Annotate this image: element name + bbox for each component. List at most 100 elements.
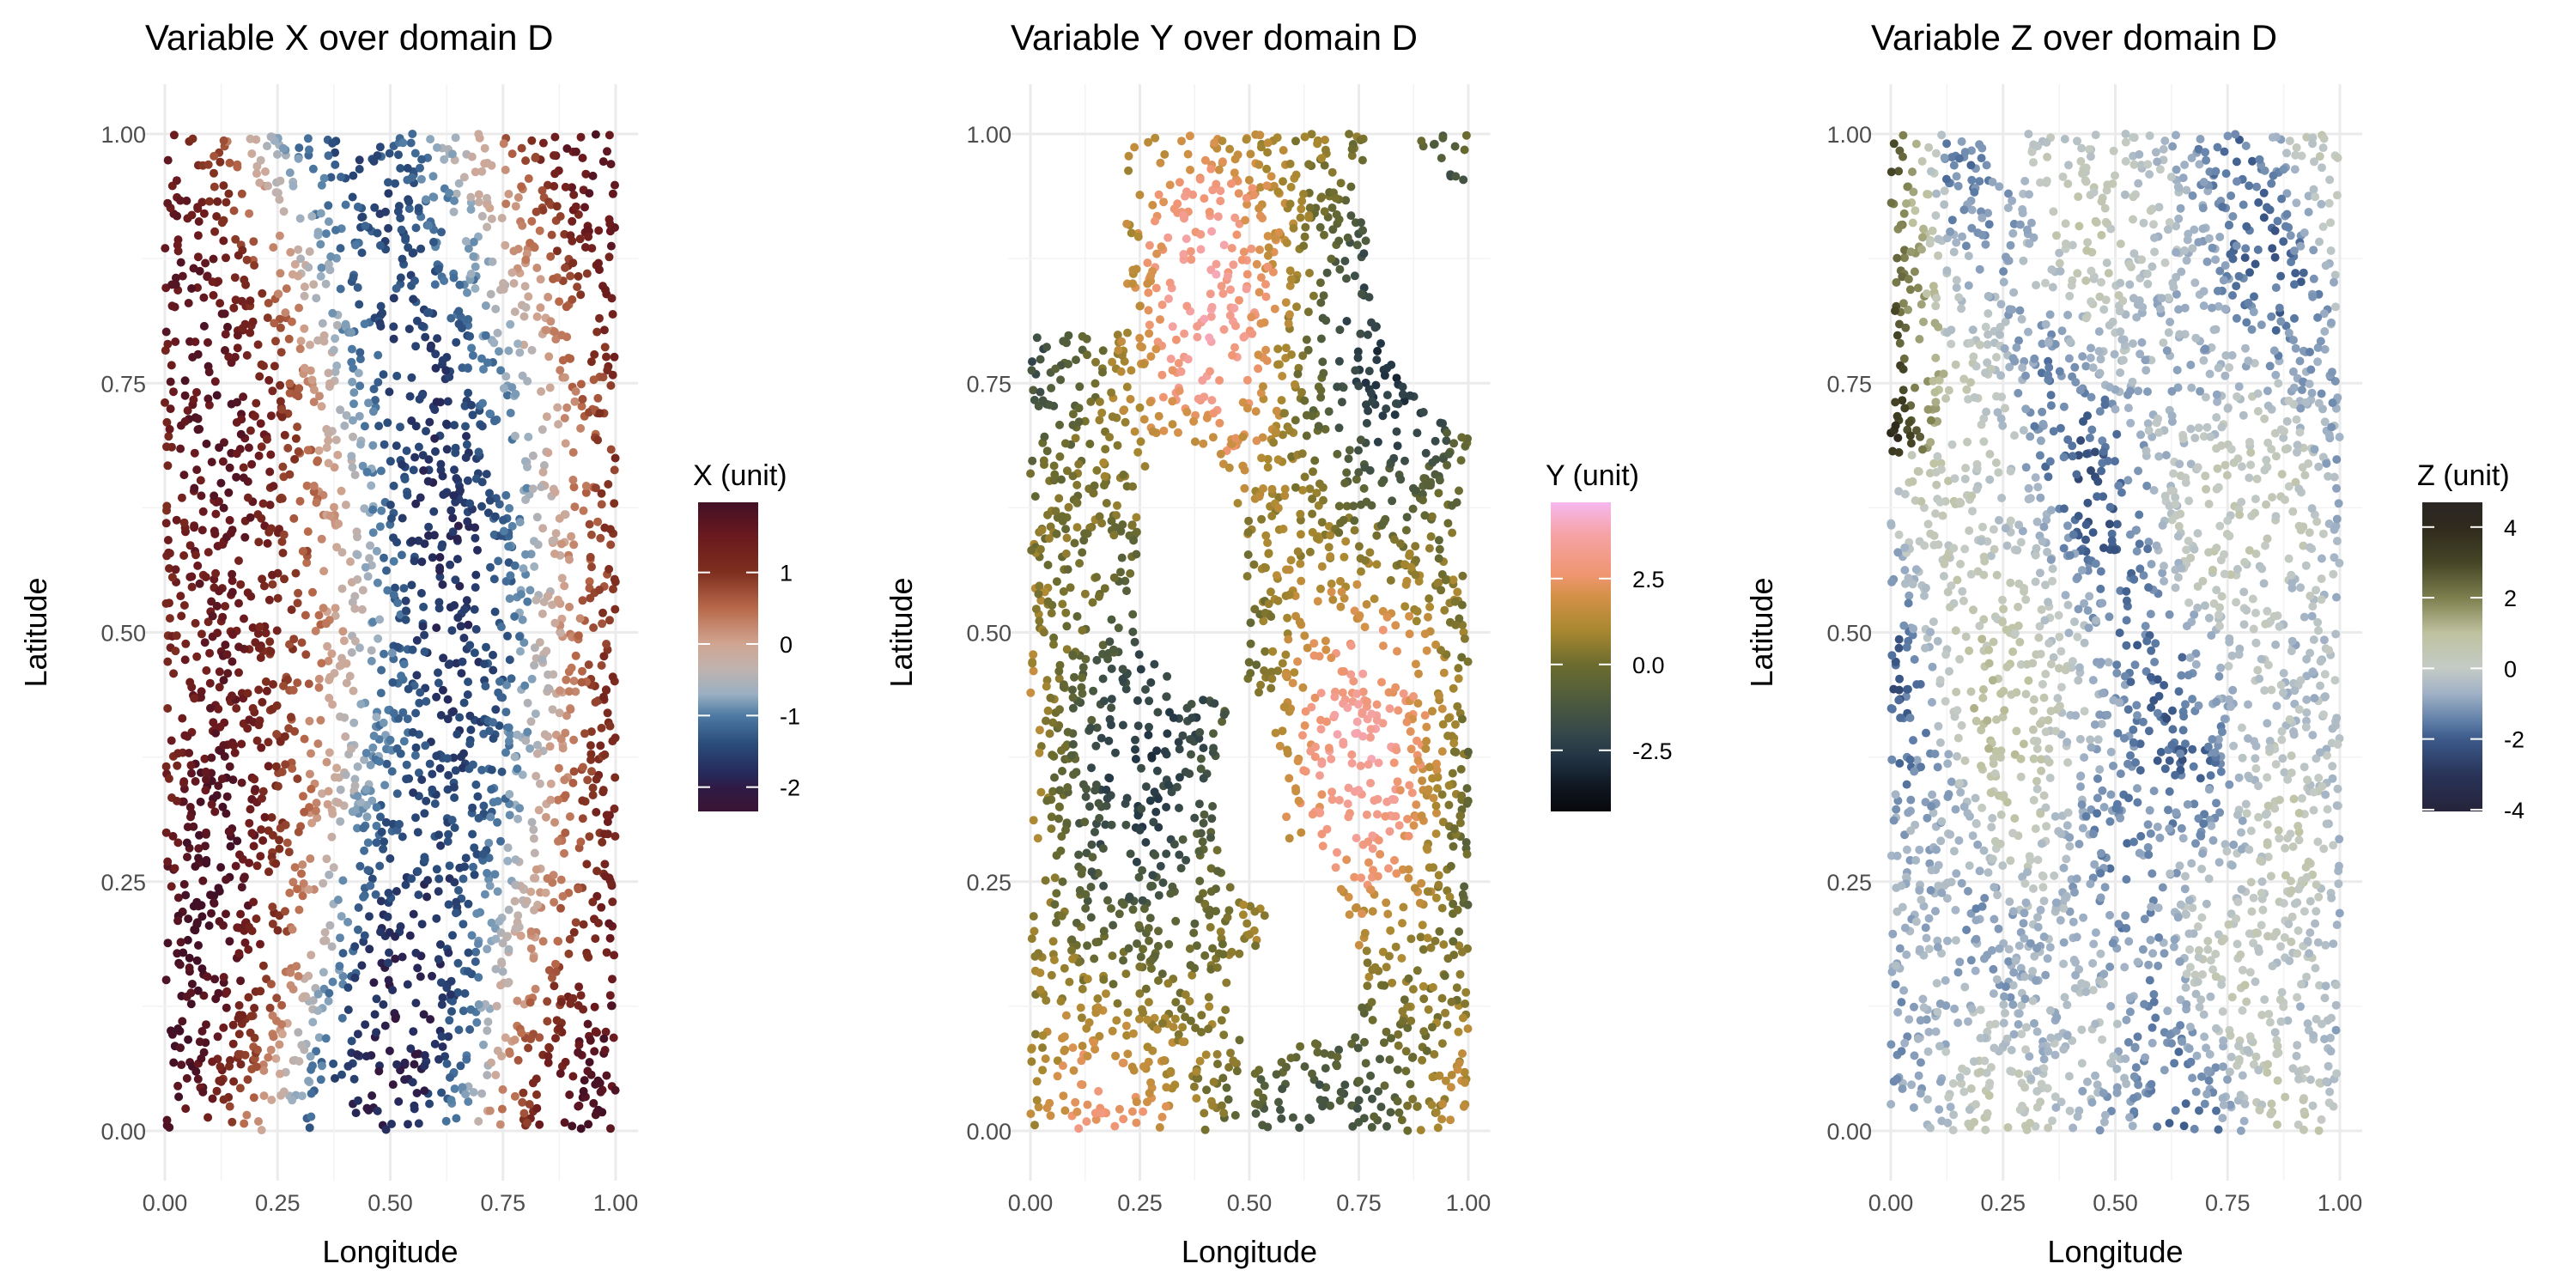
data-point <box>294 588 303 598</box>
data-point <box>351 240 360 250</box>
data-point <box>305 247 314 256</box>
data-point <box>197 526 207 535</box>
data-point <box>532 513 542 522</box>
data-point <box>1336 179 1346 188</box>
data-point <box>249 237 258 246</box>
data-point <box>438 685 447 695</box>
data-point <box>1284 319 1293 328</box>
data-point <box>1304 1114 1314 1123</box>
data-point <box>287 605 296 615</box>
data-point <box>1139 1062 1148 1072</box>
data-point <box>518 770 527 780</box>
data-point <box>187 284 197 293</box>
data-point <box>1330 710 1340 720</box>
data-point <box>295 303 304 313</box>
data-point <box>1246 618 1255 628</box>
data-point <box>527 136 537 145</box>
data-point <box>1413 736 1421 745</box>
data-point <box>477 167 487 176</box>
data-point <box>361 562 370 572</box>
data-point <box>1276 1105 1285 1115</box>
data-point <box>498 1084 507 1094</box>
data-point <box>526 887 536 896</box>
data-point <box>608 897 617 907</box>
data-point <box>575 234 585 244</box>
data-point <box>1272 1070 1281 1079</box>
data-point <box>1458 890 1467 899</box>
data-point <box>464 899 473 908</box>
data-point <box>1422 722 1431 732</box>
data-point <box>550 817 559 827</box>
data-point <box>312 799 321 808</box>
data-point <box>414 204 423 213</box>
data-point <box>1437 903 1447 913</box>
data-point <box>425 1099 434 1109</box>
data-point <box>1345 446 1354 455</box>
data-point <box>574 271 583 281</box>
data-point <box>1193 322 1202 331</box>
data-point <box>1449 937 1458 946</box>
data-point <box>557 539 566 549</box>
data-point <box>350 942 360 951</box>
data-point <box>416 163 424 173</box>
data-point <box>169 387 178 397</box>
data-point <box>422 427 430 436</box>
data-point <box>1343 233 1352 242</box>
data-point <box>268 570 276 580</box>
data-point <box>576 837 586 847</box>
data-point <box>339 636 349 646</box>
data-point <box>298 547 307 556</box>
data-point <box>321 229 331 239</box>
data-point <box>306 1052 315 1061</box>
data-point <box>1291 416 1300 425</box>
data-point <box>239 874 248 884</box>
data-point <box>380 649 388 659</box>
data-point <box>217 775 227 784</box>
data-point <box>411 948 421 957</box>
data-point <box>1281 298 1291 307</box>
data-point <box>1135 989 1145 999</box>
data-point <box>568 183 576 192</box>
data-point <box>1242 572 1252 581</box>
data-point <box>1098 368 1107 377</box>
data-point <box>246 1012 256 1021</box>
data-point <box>289 635 299 644</box>
data-point <box>1132 513 1141 522</box>
data-point <box>483 1026 492 1036</box>
data-point <box>317 659 326 668</box>
data-point <box>1291 137 1300 146</box>
data-point <box>459 698 469 708</box>
data-point <box>1224 906 1234 915</box>
data-point <box>383 912 392 921</box>
data-point <box>1049 956 1059 964</box>
data-point <box>1274 1097 1283 1107</box>
data-point <box>562 144 572 153</box>
data-point <box>233 398 241 407</box>
data-point <box>271 859 281 868</box>
data-point <box>597 500 606 509</box>
data-point <box>556 1069 565 1078</box>
data-point <box>234 668 243 677</box>
data-point <box>200 754 210 763</box>
data-point <box>432 692 441 702</box>
data-point <box>1143 1042 1152 1052</box>
data-point <box>1361 1059 1370 1068</box>
data-point <box>1074 459 1084 469</box>
data-point <box>1170 840 1179 849</box>
data-point <box>1038 1031 1048 1040</box>
data-point <box>1133 721 1143 731</box>
data-point <box>605 564 614 574</box>
data-point <box>1183 149 1193 159</box>
data-point <box>426 135 435 144</box>
data-point <box>1250 907 1260 916</box>
data-point <box>386 457 395 466</box>
data-point <box>554 836 562 846</box>
data-point <box>237 883 246 892</box>
data-point <box>1030 927 1039 936</box>
data-point <box>1419 994 1429 1004</box>
data-point <box>1349 501 1358 511</box>
data-point <box>1437 993 1447 1003</box>
data-point <box>1112 1016 1121 1025</box>
data-point <box>324 429 333 438</box>
data-point <box>1448 528 1457 538</box>
